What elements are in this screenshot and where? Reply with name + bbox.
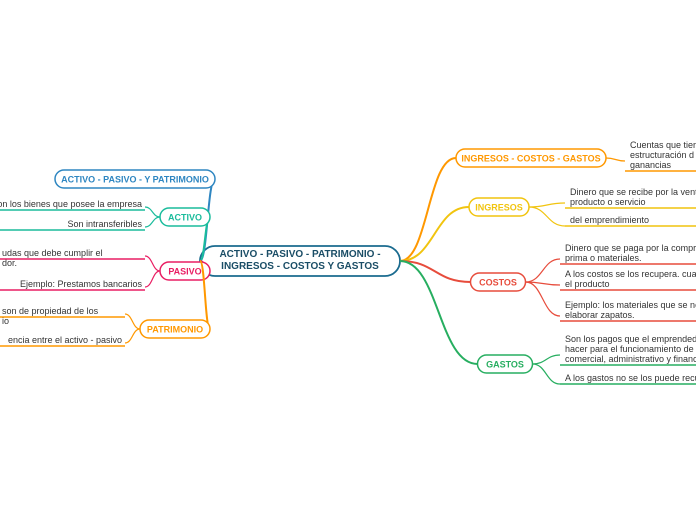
node-label-patrimonio: PATRIMONIO [147,325,203,335]
node-label-gastos: GASTOS [486,360,524,370]
node-label-ingresos: INGRESOS [475,203,523,213]
leaf: Dinero que se recibe por la vent [570,187,696,197]
leaf: Ejemplo: los materiales que se ne [565,300,696,310]
leaf: ganancias [630,160,672,170]
leaf: udas que debe cumplir el [2,248,103,258]
leaf: A los gastos no se los puede recup [565,373,696,383]
node-label-costos: COSTOS [479,278,517,288]
center-text: ACTIVO - PASIVO - PATRIMONIO - [219,249,380,260]
leaf: prima o materiales. [565,253,642,263]
node-label-activo-pasivo-patrimonio: ACTIVO - PASIVO - Y PATRIMONIO [61,175,209,185]
leaf: estructuración d [630,150,694,160]
leaf: Dinero que se paga por la compra [565,243,696,253]
center-text: INGRESOS - COSTOS Y GASTOS [221,261,379,272]
leaf: Cuentas que tier [630,140,696,150]
leaf: Son intransferibles [67,219,142,229]
leaf: elaborar zapatos. [565,310,635,320]
leaf: Son los pagos que el emprendedo [565,334,696,344]
leaf: producto o servicio [570,197,646,207]
node-label-activo: ACTIVO [168,213,202,223]
leaf: hacer para el funcionamiento de la [565,344,696,354]
leaf: dor. [2,258,17,268]
leaf: son de propiedad de los [2,306,99,316]
leaf: del emprendimiento [570,215,649,225]
node-label-pasivo: PASIVO [168,267,201,277]
leaf: encia entre el activo - pasivo [8,335,122,345]
leaf: el producto [565,279,610,289]
leaf: io [2,316,9,326]
leaf: Ejemplo: Prestamos bancarios [20,279,143,289]
leaf: A los costos se los recupera. cuan [565,269,696,279]
node-label-ingresos-costos-gastos: INGRESOS - COSTOS - GASTOS [461,154,600,164]
leaf: comercial, administrativo y financi [565,354,696,364]
leaf: on los bienes que posee la empresa [0,199,142,209]
